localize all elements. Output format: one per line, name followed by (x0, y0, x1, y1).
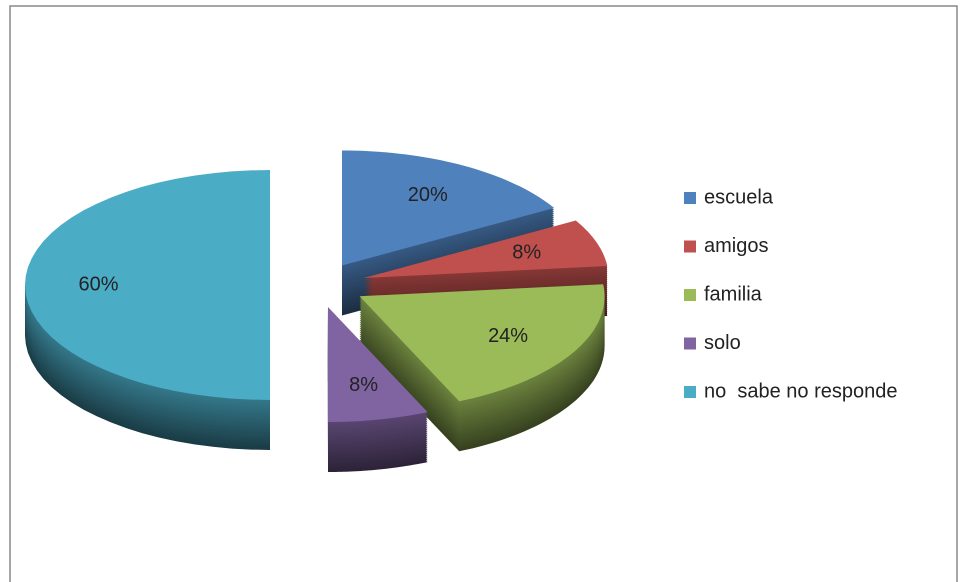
legend-swatch (684, 192, 696, 204)
legend-swatch (684, 289, 696, 301)
slice (359, 284, 605, 402)
legend-label: familia (704, 283, 763, 305)
legend-label: no sabe no responde (704, 380, 898, 402)
data-label: 24% (488, 325, 528, 347)
legend-swatch (684, 386, 696, 398)
slice (25, 170, 270, 400)
slice (363, 220, 608, 279)
legend-label: escuela (704, 186, 774, 208)
legend-swatch (684, 240, 696, 253)
legend-label: amigos (704, 235, 768, 257)
data-label: 60% (78, 273, 118, 295)
slice (327, 307, 428, 422)
legend-label: solo (704, 332, 741, 354)
data-label: 8% (349, 374, 378, 396)
data-label: 8% (512, 241, 541, 263)
slice (342, 150, 555, 266)
data-label: 20% (408, 184, 448, 206)
legend-swatch (684, 337, 696, 350)
